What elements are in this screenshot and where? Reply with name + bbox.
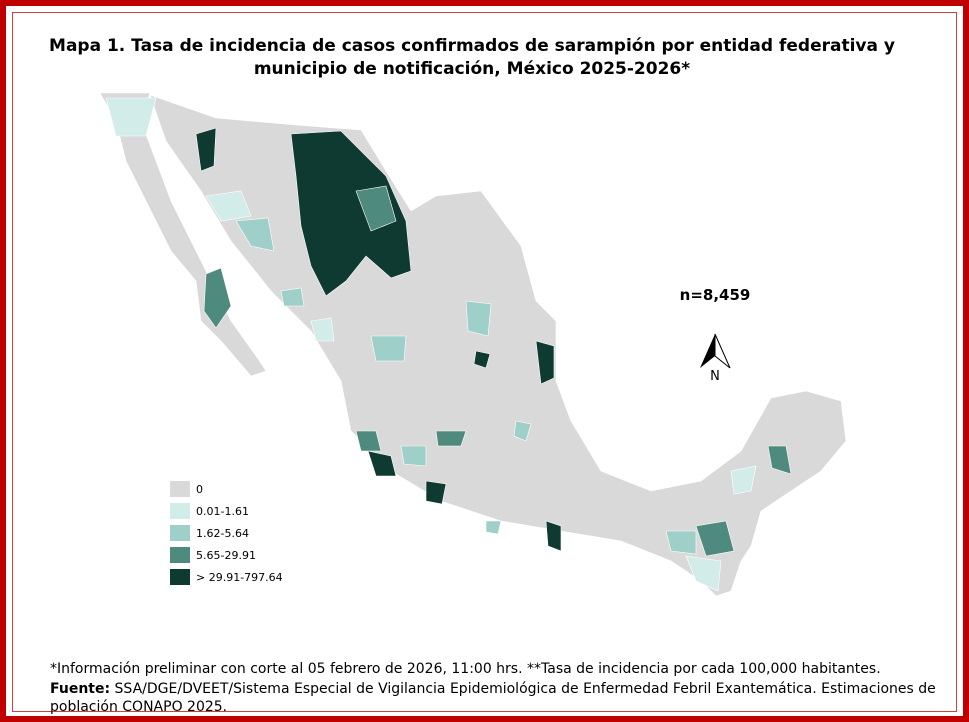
- legend-label: > 29.91-797.64: [196, 571, 283, 584]
- region: [400, 445, 427, 467]
- legend-label: 1.62-5.64: [196, 527, 249, 540]
- region: [280, 287, 305, 307]
- legend-swatch: [170, 525, 190, 541]
- region: [203, 267, 232, 329]
- region: [485, 520, 502, 535]
- title-line: Mapa 1. Tasa de incidencia de casos conf…: [49, 36, 895, 56]
- region: [665, 530, 697, 555]
- region: [105, 97, 157, 137]
- footnote: *Información preliminar con corte al 05 …: [50, 661, 881, 677]
- map: Mapa 1. Tasa de incidencia de casos conf…: [49, 36, 895, 597]
- legend-swatch: [170, 503, 190, 519]
- legend: 0 0.01-1.61 1.62-5.64 5.65-29.91 > 29.91-797…: [170, 481, 283, 585]
- north-label: N: [710, 369, 720, 384]
- inner-border: [12, 12, 957, 712]
- legend-label: 0: [196, 483, 203, 496]
- source-text: SSA/DGE/DVEET/Sistema Especial de Vigila…: [50, 681, 936, 715]
- land: [99, 92, 847, 597]
- north-arrow: [700, 334, 715, 368]
- total-label: n=8,459: [680, 286, 751, 304]
- region: [99, 92, 267, 377]
- region: [355, 430, 382, 452]
- region: [685, 555, 722, 592]
- region: [290, 130, 412, 297]
- region: [435, 430, 467, 447]
- region: [535, 340, 555, 385]
- region: [767, 445, 792, 475]
- region: [205, 190, 252, 222]
- north-arrow: [714, 333, 731, 369]
- source: Fuente: SSA/DGE/DVEET/Sistema Especial d…: [50, 680, 950, 716]
- legend-label: 0.01-1.61: [196, 505, 249, 518]
- region: [473, 350, 491, 369]
- region: [355, 185, 397, 232]
- region: [370, 335, 407, 362]
- region: [465, 300, 492, 337]
- region: [367, 450, 397, 477]
- region: [545, 520, 562, 552]
- legend-swatch: [170, 547, 190, 563]
- region: [195, 127, 217, 172]
- region: [513, 420, 532, 442]
- region: [695, 520, 735, 557]
- title-line: municipio de notificación, México 2025-2…: [254, 59, 690, 79]
- source-label: Fuente:: [50, 681, 111, 697]
- region: [730, 465, 757, 495]
- legend-swatch: [170, 569, 190, 585]
- region: [235, 217, 275, 252]
- legend-swatch: [170, 481, 190, 497]
- legend-label: 5.65-29.91: [196, 549, 256, 562]
- region: [425, 480, 447, 505]
- region: [310, 317, 335, 342]
